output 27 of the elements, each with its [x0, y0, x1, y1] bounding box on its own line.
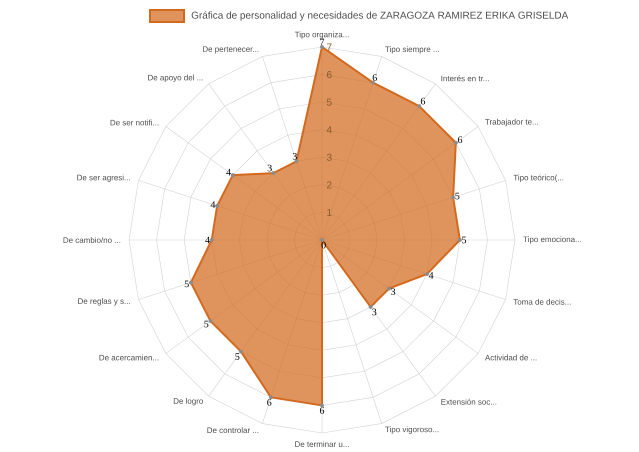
data-label: 4 [428, 272, 434, 279]
data-label: 6 [320, 407, 324, 414]
data-label: 4 [210, 201, 216, 208]
data-label: 4 [205, 236, 210, 244]
data-label: 3 [292, 152, 297, 160]
y-tick-label: 1 [327, 208, 332, 216]
y-tick-label: 7 [327, 44, 332, 50]
data-label: 5 [204, 320, 208, 328]
data-label: 5 [184, 280, 189, 288]
data-label: 3 [372, 308, 376, 316]
data-label: 5 [235, 353, 240, 360]
legend-label: Gráfica de personalidad y necesidades de ZARAGOZA RAMIREZ ERIKA GRISELDA [192, 11, 568, 21]
y-tick-label: 2 [327, 181, 332, 188]
data-label: 4 [226, 168, 231, 176]
data-label: 6 [267, 399, 272, 406]
data-label: 6 [372, 74, 377, 81]
y-tick-label: 3 [326, 154, 332, 161]
data-label: 3 [391, 288, 396, 295]
y-tick-label: 6 [327, 71, 332, 78]
data-label: 3 [268, 164, 272, 172]
data-label: 6 [458, 136, 462, 144]
y-tick-label: 4 [326, 126, 332, 134]
data-label: 6 [420, 98, 426, 104]
y-tick-label: 5 [326, 98, 332, 106]
data-label: 5 [462, 236, 466, 244]
data-label: 5 [455, 192, 460, 200]
data-label: 7 [320, 38, 324, 46]
